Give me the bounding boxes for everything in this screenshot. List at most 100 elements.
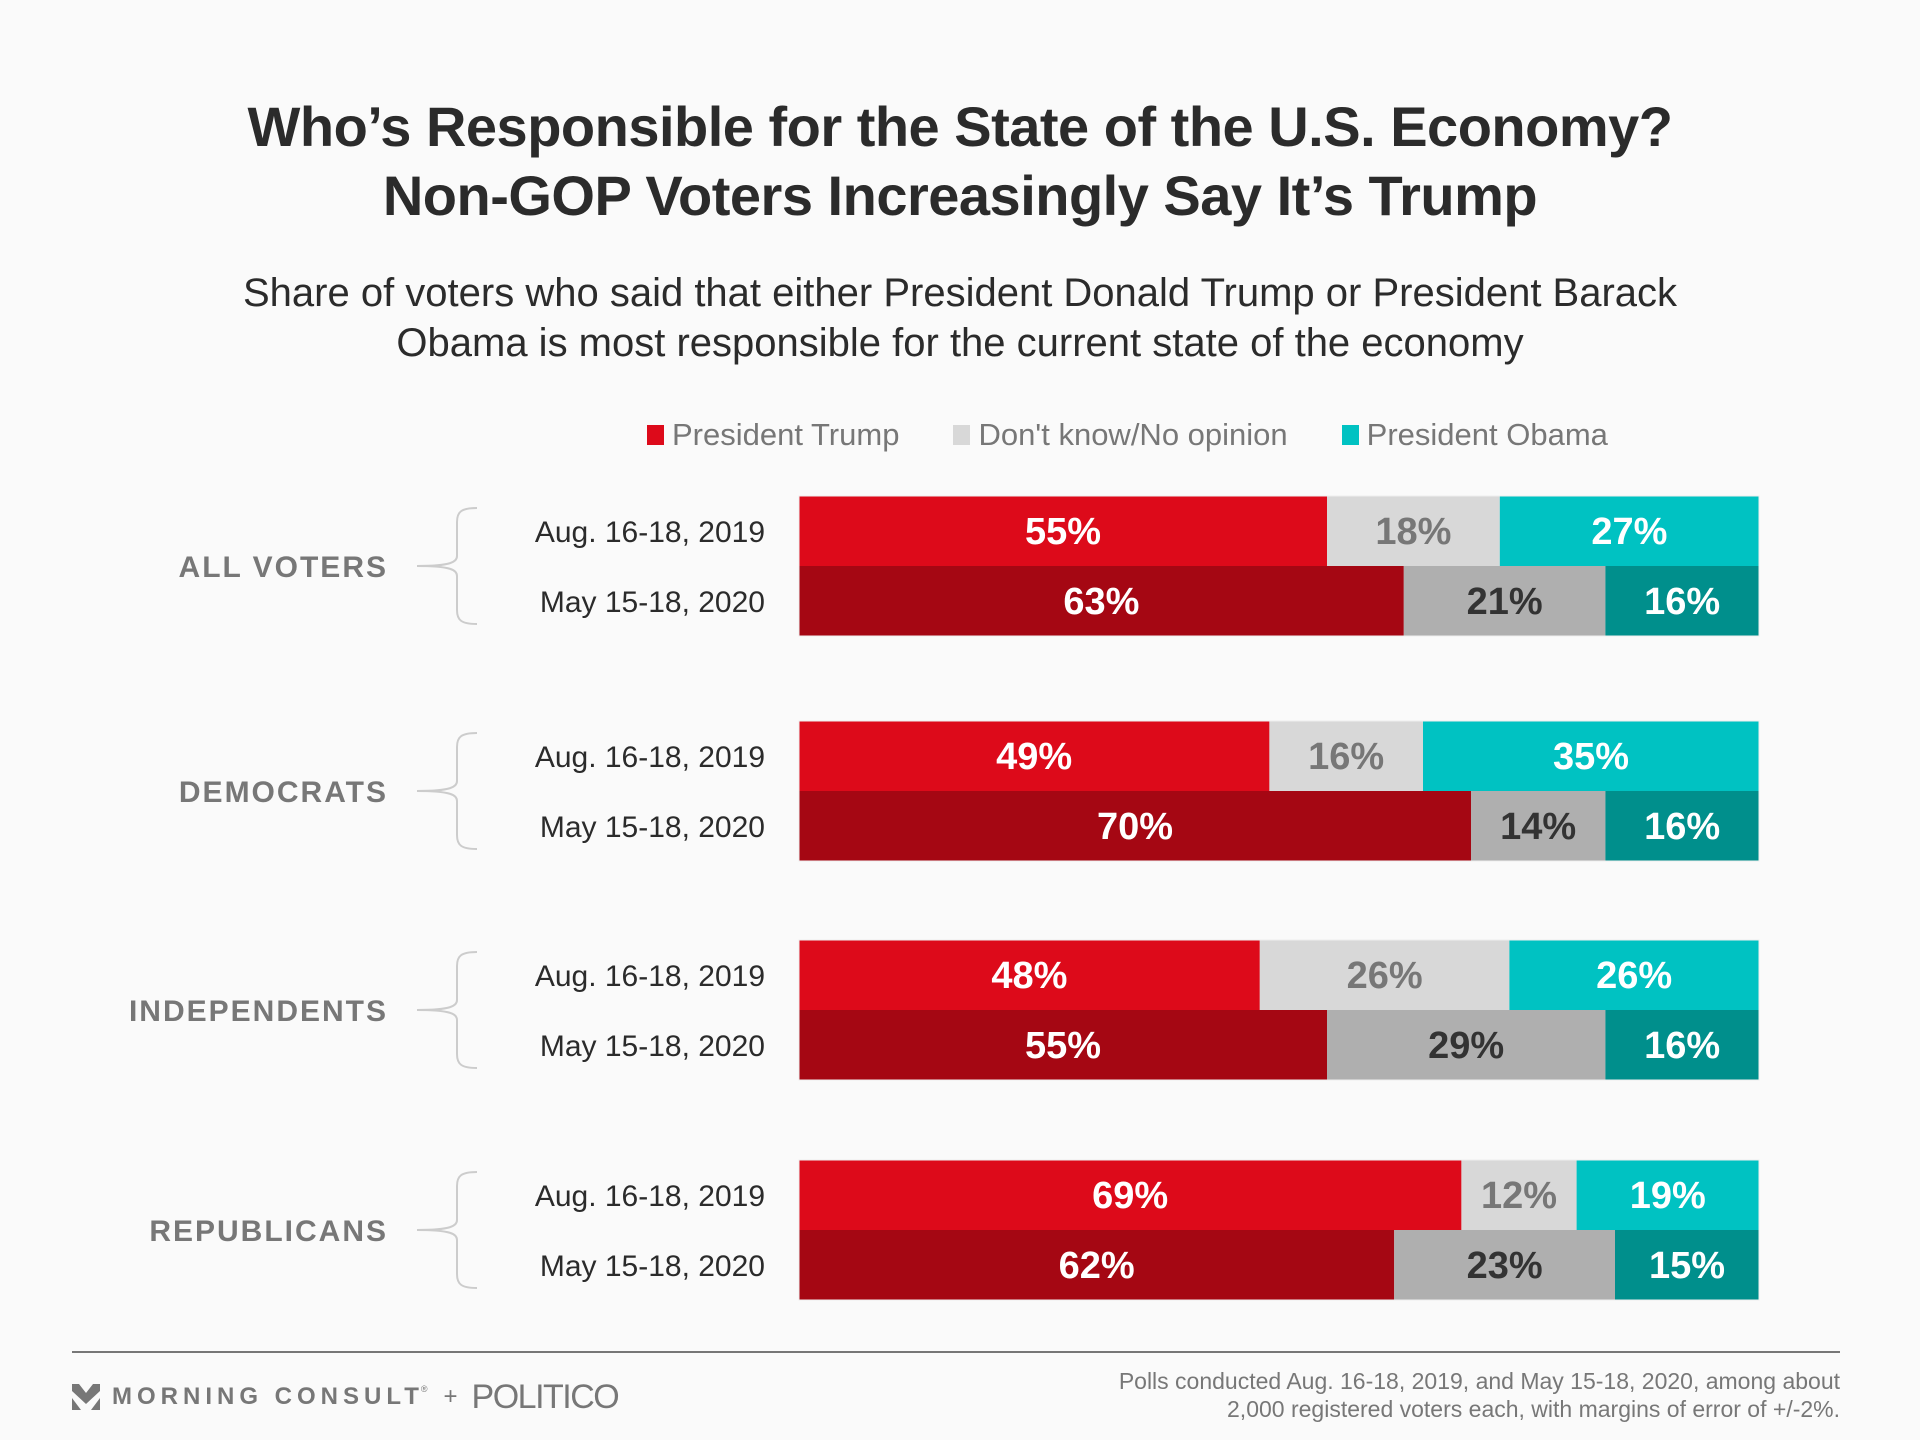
data-label-obama: 19%	[1630, 1175, 1706, 1217]
data-label-dont-know: 23%	[1467, 1245, 1543, 1287]
bar-segment-dont-know	[1327, 496, 1500, 566]
legend-swatch-obama	[1341, 425, 1359, 445]
group-brace	[416, 951, 478, 1069]
group-all-voters: ALL VOTERS Aug. 16-18, 2019 55% 18% 27% May 1…	[179, 495, 1760, 637]
bar-segment-trump	[799, 940, 1260, 1010]
group-label: REPUBLICANS	[149, 1215, 388, 1248]
note-line-1: Polls conducted Aug. 16-18, 2019, and Ma…	[1118, 1368, 1840, 1394]
legend-swatch-dont-know	[953, 425, 971, 445]
data-label-obama: 35%	[1553, 736, 1629, 778]
bar-segment-dont-know	[1471, 791, 1606, 861]
bar-outline	[798, 1159, 1760, 1301]
registered-mark: ®	[420, 1384, 428, 1394]
bar-segment-trump	[799, 1010, 1327, 1080]
bar-segment-dont-know	[1327, 1010, 1606, 1080]
subtitle-line-2: Obama is most responsible for the curren…	[396, 321, 1524, 365]
bar-row-2020: May 15-18, 2020 63% 21% 16%	[540, 566, 1759, 636]
row-date-label: Aug. 16-18, 2019	[535, 960, 765, 993]
morning-consult-logo-icon	[72, 1384, 100, 1410]
bar-segment-obama	[1605, 566, 1759, 636]
data-label-dont-know: 14%	[1500, 806, 1576, 848]
row-date-label: May 15-18, 2020	[540, 811, 765, 844]
legend-label-dont-know: Don't know/No opinion	[978, 417, 1288, 452]
bar-segment-dont-know	[1394, 1230, 1615, 1300]
data-label-dont-know: 29%	[1428, 1025, 1504, 1067]
bar-segment-trump	[799, 1160, 1462, 1230]
data-label-trump: 70%	[1097, 806, 1173, 848]
row-date-label: May 15-18, 2020	[540, 1030, 765, 1063]
title-line-2: Non-GOP Voters Increasingly Say It’s Tru…	[382, 164, 1538, 227]
subtitle-line-1: Share of voters who said that either Pre…	[242, 271, 1678, 315]
group-brace	[416, 1171, 478, 1289]
bar-row-2019: Aug. 16-18, 2019 69% 12% 19%	[535, 1160, 1759, 1230]
legend-item-obama: President Obama	[1341, 417, 1608, 453]
bar-outline	[798, 720, 1760, 862]
legend: President Trump Don't know/No opinion Pr…	[647, 414, 1662, 456]
methodology-note: Polls conducted Aug. 16-18, 2019, and Ma…	[940, 1367, 1840, 1423]
bar-segment-obama	[1605, 791, 1759, 861]
footer-logos: MORNING CONSULT ® + POLITICO	[72, 1378, 620, 1416]
bar-segment-obama	[1423, 721, 1759, 791]
legend-item-trump: President Trump	[647, 417, 899, 453]
bar-row-2019: Aug. 16-18, 2019 55% 18% 27%	[535, 496, 1759, 566]
data-label-dont-know: 12%	[1481, 1175, 1557, 1217]
row-date-label: Aug. 16-18, 2019	[535, 741, 765, 774]
bar-segment-dont-know	[1403, 566, 1606, 636]
data-label-obama: 27%	[1591, 511, 1667, 553]
row-date-label: May 15-18, 2020	[540, 586, 765, 619]
chart-title: Who’s Responsible for the State of the U…	[0, 92, 1920, 230]
data-label-dont-know: 21%	[1467, 581, 1543, 623]
bar-segment-dont-know	[1461, 1160, 1577, 1230]
morning-consult-wordmark: MORNING CONSULT	[112, 1383, 424, 1410]
bar-segment-trump	[799, 1230, 1395, 1300]
legend-item-dont-know: Don't know/No opinion	[953, 417, 1288, 453]
bar-row-2019: Aug. 16-18, 2019 48% 26% 26%	[535, 940, 1759, 1010]
row-date-label: Aug. 16-18, 2019	[535, 516, 765, 549]
data-label-dont-know: 26%	[1347, 955, 1423, 997]
bar-row-2019: Aug. 16-18, 2019 49% 16% 35%	[535, 721, 1759, 791]
group-label: DEMOCRATS	[179, 776, 388, 809]
legend-label-trump: President Trump	[672, 417, 900, 452]
bar-segment-obama	[1605, 1010, 1759, 1080]
data-label-trump: 55%	[1025, 511, 1101, 553]
data-label-trump: 55%	[1025, 1025, 1101, 1067]
group-democrats: DEMOCRATS Aug. 16-18, 2019 49% 16% 35% May 15…	[179, 720, 1760, 862]
chart-subtitle: Share of voters who said that either Pre…	[0, 268, 1920, 368]
data-label-obama: 16%	[1644, 1025, 1720, 1067]
bar-outline	[798, 495, 1760, 637]
data-label-obama: 26%	[1596, 955, 1672, 997]
bar-row-2020: May 15-18, 2020 62% 23% 15%	[540, 1230, 1759, 1300]
data-label-trump: 62%	[1059, 1245, 1135, 1287]
bar-segment-trump	[799, 566, 1404, 636]
data-label-obama: 16%	[1644, 806, 1720, 848]
bar-segment-trump	[799, 791, 1471, 861]
data-label-dont-know: 16%	[1308, 736, 1384, 778]
bar-row-2020: May 15-18, 2020 70% 14% 16%	[540, 791, 1759, 861]
group-independents: INDEPENDENTS Aug. 16-18, 2019 48% 26% 26% May…	[129, 939, 1760, 1081]
row-date-label: Aug. 16-18, 2019	[535, 1180, 765, 1213]
legend-swatch-trump	[647, 425, 664, 445]
data-label-trump: 48%	[991, 955, 1067, 997]
bar-outline	[798, 939, 1760, 1081]
data-label-obama: 15%	[1649, 1245, 1725, 1287]
bar-row-2020: May 15-18, 2020 55% 29% 16%	[540, 1010, 1759, 1080]
bar-segment-dont-know	[1269, 721, 1423, 791]
bar-segment-obama	[1509, 940, 1759, 1010]
plus-sign: +	[443, 1383, 458, 1410]
group-label: INDEPENDENTS	[129, 995, 388, 1028]
title-line-1: Who’s Responsible for the State of the U…	[247, 95, 1673, 158]
politico-wordmark: POLITICO	[471, 1377, 620, 1416]
data-label-trump: 49%	[996, 736, 1072, 778]
bar-segment-trump	[799, 721, 1270, 791]
data-label-trump: 63%	[1063, 581, 1139, 623]
bar-segment-obama	[1499, 496, 1759, 566]
bar-segment-obama	[1576, 1160, 1759, 1230]
group-brace	[416, 732, 478, 850]
row-date-label: May 15-18, 2020	[540, 1250, 765, 1283]
data-label-dont-know: 18%	[1375, 511, 1451, 553]
bar-segment-obama	[1615, 1230, 1759, 1300]
bar-segment-dont-know	[1259, 940, 1510, 1010]
footer-divider	[72, 1351, 1840, 1353]
group-label: ALL VOTERS	[179, 551, 388, 584]
